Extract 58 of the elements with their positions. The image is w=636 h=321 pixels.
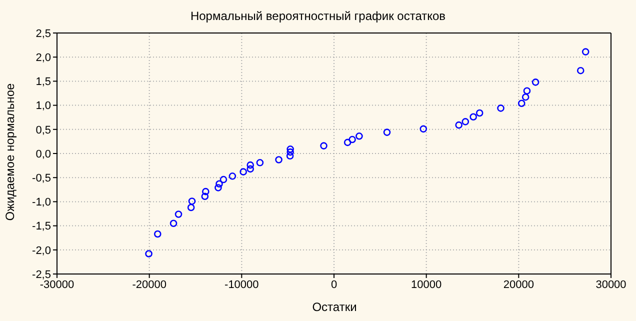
point [174, 210, 182, 218]
x-tick-label: 0 [330, 278, 338, 291]
point [582, 48, 590, 56]
point [286, 148, 294, 156]
point [383, 128, 391, 136]
point [523, 87, 531, 94]
y-tick-label: -2,5 [32, 268, 51, 281]
point [220, 176, 228, 184]
point [240, 168, 247, 176]
y-tick-label: -1,5 [32, 220, 51, 233]
point [522, 93, 530, 101]
point [275, 156, 282, 164]
y-tick-label: 2,0 [36, 52, 51, 64]
y-tick-label: 0,5 [36, 124, 51, 136]
x-tick-label: 10000 [411, 278, 442, 291]
x-tick-label: -10000 [224, 278, 259, 291]
x-tick-label: -20000 [132, 278, 166, 291]
y-tick-label: 1,0 [36, 100, 51, 112]
y-tick-label: -1,0 [32, 196, 51, 209]
y-tick-label: 0,0 [36, 148, 51, 160]
point [170, 220, 178, 228]
point [286, 152, 294, 160]
chart-title: Нормальный вероятностный график остатков [189, 9, 447, 23]
point [154, 230, 162, 238]
point [145, 250, 152, 258]
point [518, 100, 526, 108]
point [201, 192, 209, 200]
point [188, 198, 196, 205]
point [246, 161, 254, 169]
point [420, 125, 428, 133]
point [476, 109, 484, 117]
x-axis-title: Остатки [311, 300, 358, 314]
point [455, 121, 462, 129]
point [202, 188, 210, 196]
point [348, 136, 356, 144]
point [462, 118, 470, 126]
point [256, 159, 264, 166]
point [187, 204, 195, 212]
point [214, 184, 222, 192]
point [246, 165, 254, 173]
y-tick-label: 1,5 [36, 76, 51, 88]
point [216, 180, 223, 188]
point [576, 66, 584, 74]
y-tick-label: -0,5 [32, 172, 51, 185]
point [228, 172, 236, 180]
y-tick-label: 2,5 [36, 28, 51, 40]
point [344, 138, 352, 146]
y-axis-title: Ожидаемое нормальное [3, 83, 17, 221]
x-tick-label: 30000 [596, 278, 626, 291]
point [320, 142, 328, 150]
x-tick-label: -30000 [40, 278, 74, 291]
point [356, 132, 363, 140]
x-tick-label: 20000 [503, 278, 534, 291]
point [532, 78, 540, 86]
point [497, 104, 504, 112]
point [286, 146, 294, 153]
point [470, 113, 477, 121]
y-tick-label: -2,0 [32, 244, 51, 257]
